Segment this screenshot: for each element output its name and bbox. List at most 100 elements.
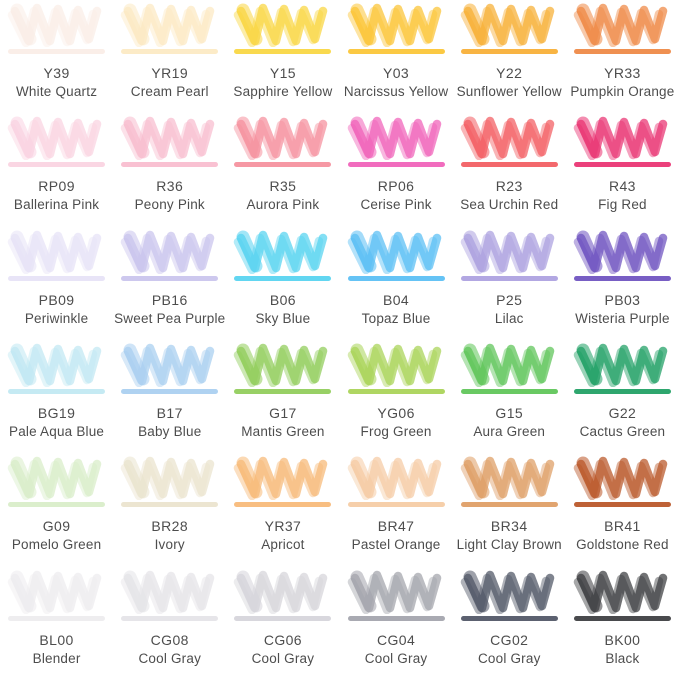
marker-scribble-swatch <box>347 116 441 161</box>
swatch-name: Cool Gray <box>364 650 428 666</box>
swatch-name: White Quartz <box>15 84 98 99</box>
swatch-cell: B04 Topaz Blue <box>339 227 452 340</box>
swatch-cell: CG08 Cool Gray <box>113 567 226 680</box>
swatch-name: Cream Pearl <box>130 84 209 99</box>
swatch-cell: RP09 Ballerina Pink <box>0 113 113 226</box>
swatch-name: Ballerina Pink <box>13 197 100 213</box>
swatch-code: Y22 <box>496 65 523 81</box>
swatch-name: Periwinkle <box>24 310 89 326</box>
marker-scribble-swatch <box>347 343 441 387</box>
swatch-name: Pastel Orange <box>351 537 441 553</box>
swatch-code: CG08 <box>150 631 189 648</box>
marker-scribble-swatch <box>234 3 328 47</box>
marker-scribble-swatch <box>7 456 102 501</box>
swatch-name: Mantis Green <box>241 424 325 439</box>
swatch-code: Y15 <box>269 65 296 81</box>
swatch-underline-bar <box>573 49 671 54</box>
swatch-name: Aura Green <box>473 424 546 439</box>
marker-scribble-swatch <box>120 456 215 501</box>
marker-scribble-swatch <box>7 3 102 47</box>
swatch-underline-bar <box>347 389 445 394</box>
swatch-name: Lilac <box>494 310 524 326</box>
swatch-name: Blender <box>32 650 81 666</box>
swatch-underline-bar <box>573 389 671 394</box>
swatch-code: YR33 <box>604 65 641 81</box>
swatch-name: Frog Green <box>360 424 432 439</box>
swatch-underline-bar <box>460 275 558 281</box>
swatch-underline-bar <box>8 162 106 168</box>
swatch-name: Cool Gray <box>477 650 541 666</box>
swatch-underline-bar <box>460 162 558 168</box>
swatch-code: R43 <box>608 178 636 195</box>
swatch-cell: B06 Sky Blue <box>226 227 339 340</box>
swatch-name: Cool Gray <box>138 650 202 666</box>
swatch-cell: G15 Aura Green <box>453 340 566 453</box>
swatch-cell: Y39 White Quartz <box>0 0 113 113</box>
swatch-underline-bar <box>121 389 219 394</box>
swatch-cell: BG19 Pale Aqua Blue <box>0 340 113 453</box>
swatch-code: PB16 <box>151 291 188 308</box>
marker-scribble-swatch <box>460 116 554 161</box>
swatch-underline-bar <box>573 615 671 621</box>
swatch-code: Y39 <box>43 65 70 81</box>
marker-scribble-swatch <box>234 343 328 387</box>
swatch-code: BK00 <box>604 631 641 648</box>
swatch-underline-bar <box>8 615 106 621</box>
swatch-cell: YG06 Frog Green <box>339 340 452 453</box>
swatch-cell: R43 Fig Red <box>566 113 679 226</box>
swatch-code: G09 <box>42 518 71 535</box>
swatch-code: CG06 <box>263 631 302 648</box>
swatch-cell: CG04 Cool Gray <box>339 567 452 680</box>
swatch-code: P25 <box>496 291 523 308</box>
swatch-underline-bar <box>121 275 219 281</box>
marker-scribble-swatch <box>573 230 668 274</box>
swatch-name: Black <box>605 650 640 666</box>
marker-scribble-swatch <box>460 230 554 274</box>
swatch-cell: BK00 Black <box>566 567 679 680</box>
marker-scribble-swatch <box>573 3 668 47</box>
swatch-code: G17 <box>269 405 297 421</box>
marker-scribble-swatch <box>234 230 328 274</box>
swatch-code: Y03 <box>383 65 410 81</box>
swatch-code: R35 <box>269 178 297 195</box>
marker-scribble-swatch <box>573 343 668 387</box>
marker-scribble-swatch <box>7 230 102 274</box>
swatch-underline-bar <box>234 615 332 621</box>
swatch-cell: Y03 Narcissus Yellow <box>339 0 452 113</box>
marker-scribble-swatch <box>7 343 102 387</box>
swatch-name: Narcissus Yellow <box>343 84 449 99</box>
marker-scribble-swatch <box>460 456 554 501</box>
swatch-code: YG06 <box>377 405 415 421</box>
swatch-cell: PB03 Wisteria Purple <box>566 227 679 340</box>
marker-scribble-swatch <box>120 116 215 161</box>
marker-scribble-swatch <box>7 570 102 614</box>
swatch-code: YR19 <box>151 65 189 81</box>
swatch-underline-bar <box>460 615 558 621</box>
swatch-code: RP06 <box>377 178 415 195</box>
swatch-cell: PB16 Sweet Pea Purple <box>113 227 226 340</box>
swatch-code: RP09 <box>38 178 75 195</box>
swatch-underline-bar <box>121 502 219 508</box>
swatch-underline-bar <box>347 162 445 168</box>
swatch-cell: YR33 Pumpkin Orange <box>566 0 679 113</box>
marker-scribble-swatch <box>347 230 441 274</box>
swatch-cell: G09 Pomelo Green <box>0 453 113 566</box>
swatch-name: Sea Urchin Red <box>460 197 559 213</box>
swatch-cell: R35 Aurora Pink <box>226 113 339 226</box>
swatch-code: B17 <box>156 405 183 421</box>
marker-scribble-swatch <box>7 116 102 161</box>
swatch-code: BR34 <box>490 518 528 535</box>
marker-scribble-swatch <box>120 3 215 47</box>
swatch-underline-bar <box>121 49 219 54</box>
swatch-name: Sweet Pea Purple <box>114 310 226 326</box>
swatch-underline-bar <box>460 389 558 394</box>
marker-scribble-swatch <box>120 230 215 274</box>
swatch-name: Aurora Pink <box>246 197 320 213</box>
swatch-underline-bar <box>8 275 106 281</box>
marker-scribble-swatch <box>460 3 554 47</box>
swatch-name: Peony Pink <box>134 197 205 213</box>
swatch-name: Ivory <box>154 537 185 553</box>
marker-scribble-swatch <box>347 3 441 47</box>
